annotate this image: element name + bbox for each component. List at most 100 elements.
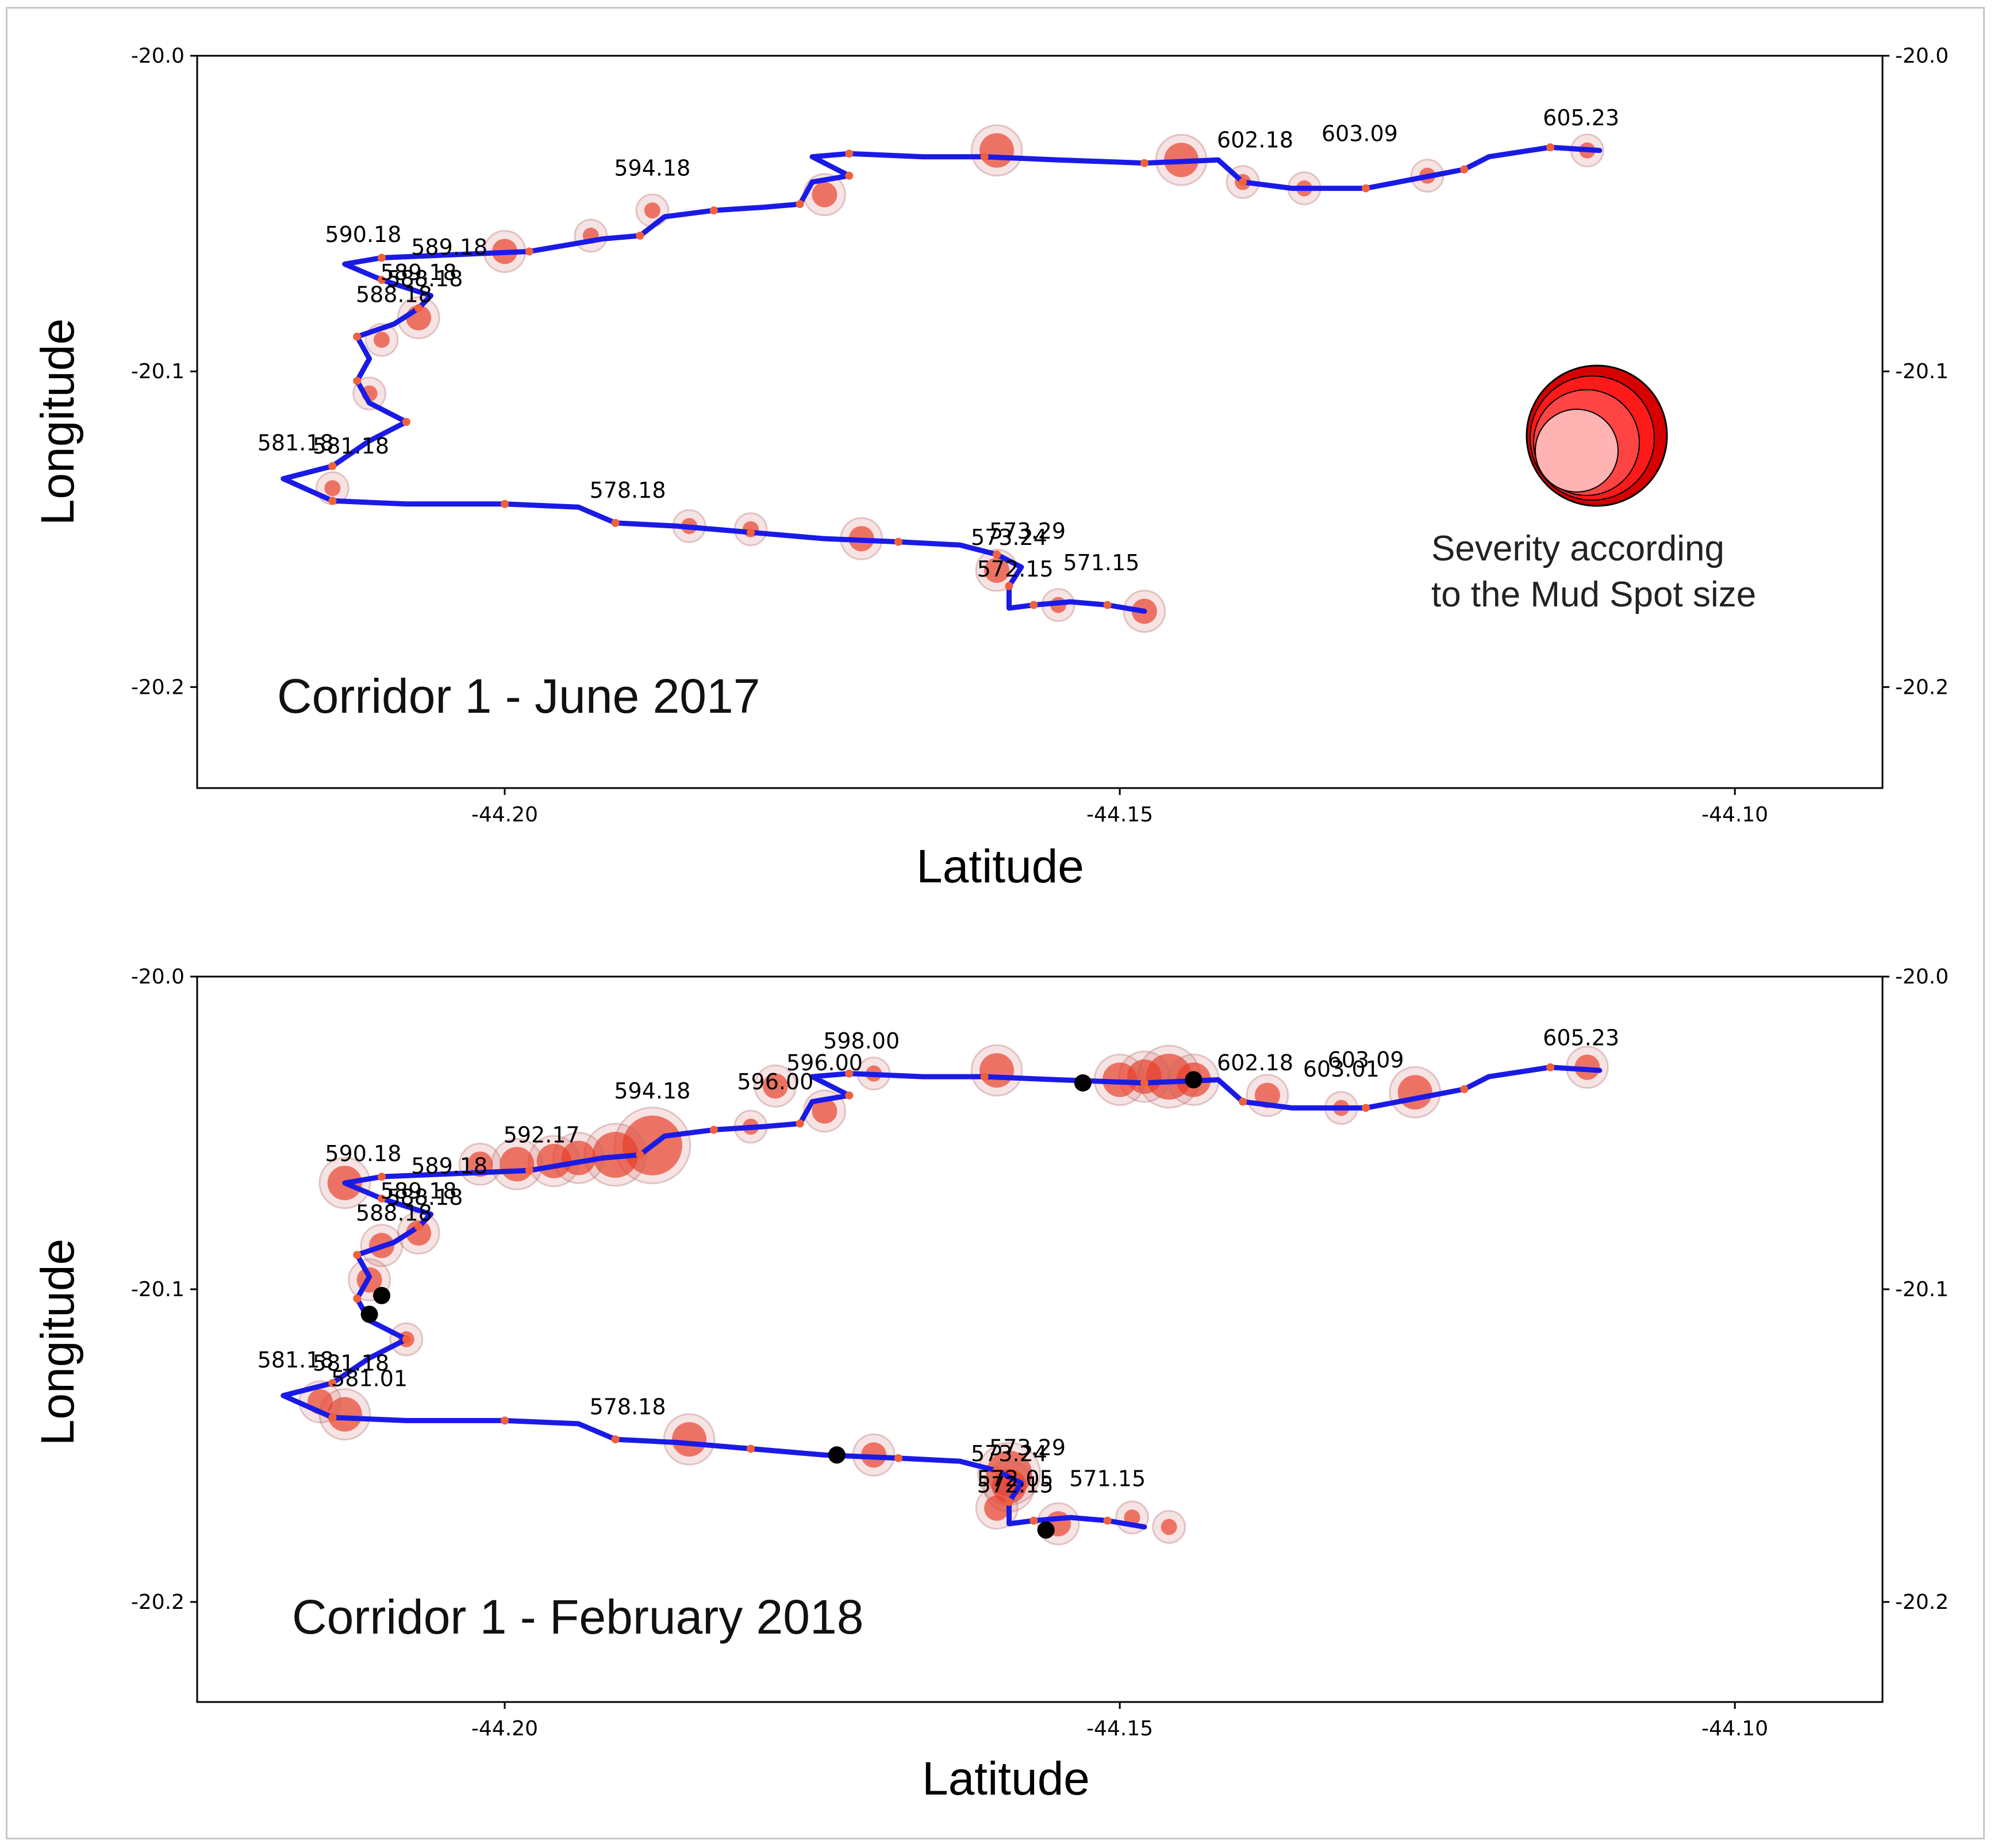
black-marker (1185, 1071, 1202, 1089)
route-dot (353, 1294, 362, 1303)
y-tick-label-right: -20.0 (1895, 965, 1949, 989)
mud-spot (324, 480, 341, 497)
route-dot (611, 518, 620, 527)
mud-spot (374, 332, 390, 348)
point-label: 571.15 (1069, 1466, 1146, 1492)
point-label: 589.18 (411, 1154, 487, 1179)
point-label: 588.18 (356, 282, 432, 307)
corridor-route (281, 1065, 1603, 1530)
mud-spot (992, 1469, 1027, 1504)
route-dot (845, 1069, 854, 1078)
mud-spot (984, 1495, 1010, 1521)
route-dot (1546, 1063, 1555, 1071)
route-dot (1362, 184, 1370, 193)
y-tick-label: -20.0 (131, 965, 185, 989)
black-marker (828, 1446, 846, 1464)
y-tick-label-right: -20.2 (1895, 675, 1949, 699)
route-dot (636, 232, 644, 240)
route-dot (1103, 601, 1112, 609)
point-label: 596.00 (786, 1050, 863, 1075)
route-dot (1140, 1078, 1148, 1087)
route-dot (378, 1194, 386, 1203)
point-label: 589.18 (411, 235, 487, 260)
point-label: 578.18 (590, 1394, 666, 1420)
point-label: 594.18 (614, 1078, 690, 1104)
route-dot (1103, 1516, 1112, 1525)
route-dot (845, 1091, 854, 1100)
route-dot (1239, 1097, 1247, 1106)
route-dot (709, 1125, 718, 1134)
y-tick-label-right: -20.1 (1895, 1278, 1949, 1301)
y-tick-label-right: -20.2 (1895, 1590, 1949, 1614)
route-dot (845, 171, 854, 180)
x-tick-label: -44.10 (1701, 803, 1768, 827)
route-dot (501, 500, 509, 508)
black-markers (360, 1071, 1202, 1539)
mud-spot (812, 1098, 837, 1124)
point-label: 588.18 (386, 266, 463, 291)
y-ticks-right: -20.0 -20.1 -20.2 (1882, 965, 1949, 1614)
point-label: 581.18 (313, 1350, 389, 1376)
route-dot (525, 247, 533, 256)
route-dot (1460, 165, 1469, 174)
panel-june-2017: -20.0-20.1-20.2 -20.0-20.1-20.2 -44.20 -4… (32, 44, 1949, 893)
mud-spot (1161, 1519, 1177, 1535)
y-ticks-right: -20.0 -20.1 -20.2 (1882, 44, 1949, 699)
route-dot (378, 275, 386, 284)
mud-spot (979, 133, 1015, 168)
panel-title: Corridor 1 - February 2018 (292, 1590, 863, 1644)
y-tick-label: -20.1 (131, 1278, 185, 1301)
x-axis-label: Latitude (916, 840, 1084, 893)
x-tick-label: -44.20 (471, 803, 538, 827)
route-dot (328, 497, 337, 505)
x-axis-label: Latitude (922, 1753, 1090, 1805)
x-tick-label: -44.10 (1701, 1717, 1768, 1741)
mud-spot (406, 1220, 432, 1246)
route-dot (353, 1251, 362, 1259)
point-label: 603.01 (1303, 1056, 1380, 1082)
panel-february-2018: -20.0 -20.1 -20.2 -20.0 -20.1 -20.2 -44.20 -4… (32, 965, 1949, 1805)
route-dot (1546, 143, 1555, 152)
point-label: 590.18 (325, 222, 401, 247)
route-dot (894, 537, 902, 546)
legend-circle-smallest (1535, 409, 1619, 493)
point-label: 590.18 (325, 1141, 401, 1166)
black-marker (360, 1305, 378, 1323)
point-label: 572.15 (977, 556, 1054, 582)
mud-spot (979, 1053, 1015, 1088)
point-label: 571.15 (1063, 550, 1140, 575)
route-dot (1140, 159, 1148, 167)
panel-title: Corridor 1 - June 2017 (277, 669, 760, 723)
point-label: 602.18 (1217, 127, 1293, 152)
route-dot (1029, 1516, 1038, 1525)
route-dot (611, 1435, 620, 1444)
point-label: 603.09 (1321, 121, 1398, 146)
x-tick-label: -44.15 (1086, 1717, 1153, 1741)
legend-text-line-2: to the Mud Spot size (1431, 575, 1756, 614)
point-label: 598.00 (823, 1028, 900, 1054)
route-dot (993, 550, 1001, 559)
route-dot (402, 418, 410, 426)
y-tick-label: -20.0 (131, 44, 185, 68)
route-dot (328, 1413, 337, 1421)
point-label: 605.23 (1543, 1025, 1619, 1051)
point-label: 589.18 (381, 1178, 457, 1204)
point-label: 581.18 (258, 1347, 334, 1373)
black-marker (373, 1286, 391, 1304)
route-dot (501, 1416, 509, 1425)
mud-spot (762, 1073, 788, 1099)
y-tick-label: -20.2 (131, 675, 185, 699)
black-marker (1037, 1521, 1055, 1539)
point-label: 602.18 (1217, 1050, 1293, 1075)
route-dot (845, 149, 854, 158)
point-label: 596.00 (737, 1069, 813, 1094)
route-dot (1362, 1104, 1370, 1112)
y-ticks-left: -20.0 -20.1 -20.2 (131, 965, 197, 1614)
x-tick-label: -44.20 (471, 1717, 538, 1741)
route-dot (353, 376, 362, 385)
route-dot (1239, 178, 1247, 186)
route-dot (353, 332, 362, 341)
point-label: 573.24 (971, 1441, 1047, 1466)
y-axis-label: Longitude (32, 318, 84, 525)
point-label: 572.05 (977, 1466, 1054, 1492)
